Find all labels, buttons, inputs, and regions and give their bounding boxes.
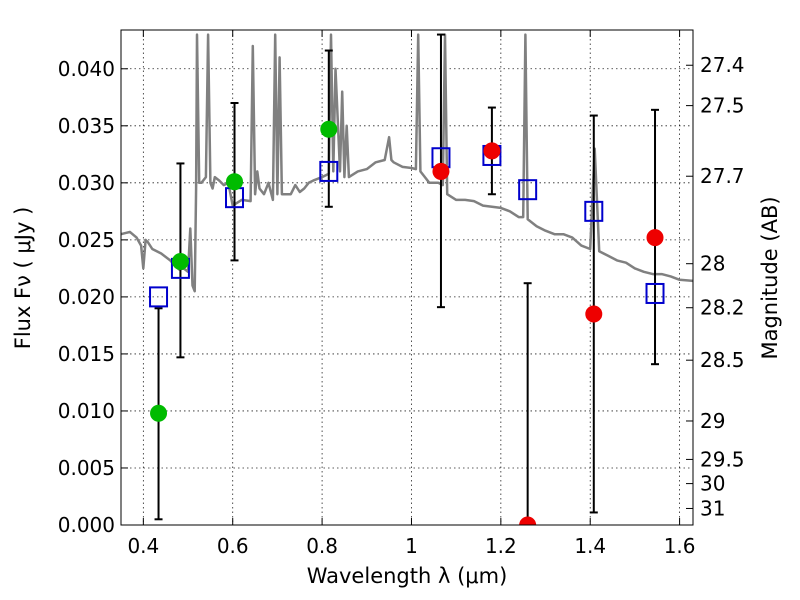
y-tick-label: 0.040 [58,57,115,81]
x-tick-label: 0.8 [306,534,338,558]
right-tick-label: 28.2 [700,296,745,320]
right-tick-label: 30 [700,472,725,496]
right-tick-label: 28 [700,252,725,276]
x-tick-label: 1.4 [574,534,606,558]
green-observation-point [171,253,189,271]
x-tick-label: 1 [405,534,418,558]
right-tick-label: 27.4 [700,53,745,77]
green-observation-point [320,120,338,138]
red-observation-point [432,162,450,180]
model-spectrum-line [121,33,693,293]
x-axis-label: Wavelength λ (μm) [307,564,508,588]
x-tick-label: 1.2 [485,534,517,558]
x-tick-label: 0.4 [127,534,159,558]
observed-points [150,120,664,525]
y-tick-label: 0.000 [58,513,115,537]
right-tick-label: 27.7 [700,164,745,188]
y-tick-label: 0.025 [58,228,115,252]
model-photometry-square [149,286,169,308]
tick-labels: 0.4 0.6 0.8 1 1.2 1.4 1.6 0.000 0.005 0.010 0.015 0… [58,53,745,558]
right-tick-label: 29.5 [700,447,745,471]
y-tick-label: 0.015 [58,342,115,366]
right-tick-label: 28.5 [700,348,745,372]
model-photometry-square [584,200,604,222]
green-observation-point [226,173,244,191]
error-bars [154,33,660,525]
model-photometry-square [319,160,339,182]
x-tick-label: 1.6 [664,534,696,558]
model-photometry-square [518,179,538,201]
right-tick-label: 31 [700,496,725,520]
green-observation-point [150,404,168,422]
y-axis-label-left: Flux Fν ( μJy ) [11,207,35,350]
y-tick-label: 0.020 [58,285,115,309]
model-spectrum [121,33,693,293]
red-observation-point [519,516,537,525]
red-observation-point [646,229,664,247]
red-observation-point [585,305,603,323]
right-tick-label: 29 [700,409,725,433]
grid [121,30,693,526]
axis-ticks [121,30,693,526]
right-tick-label: 27.5 [700,94,745,118]
plot-frame [120,29,694,526]
y-tick-label: 0.030 [58,171,115,195]
x-tick-label: 0.6 [217,534,249,558]
model-photometry-square [645,282,665,304]
y-axis-label-right: Magnitude (AB) [758,196,782,359]
y-tick-label: 0.010 [58,399,115,423]
red-observation-point [483,142,501,160]
model-photometry-boxes [149,144,665,308]
y-tick-label: 0.005 [58,456,115,480]
y-tick-label: 0.035 [58,114,115,138]
